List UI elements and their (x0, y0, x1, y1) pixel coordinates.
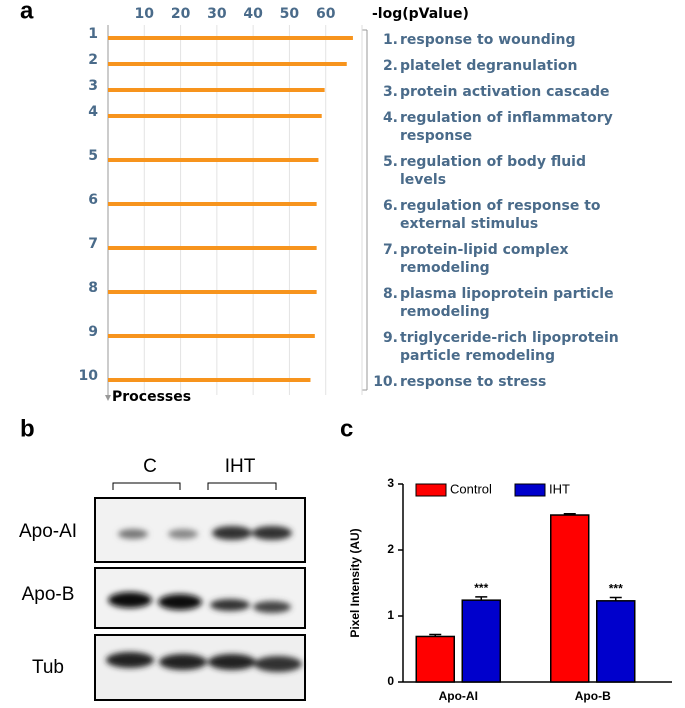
bar (108, 378, 311, 382)
process-number: 5. (383, 154, 398, 170)
process-number: 6. (383, 198, 398, 214)
bracket (112, 482, 277, 490)
bar (108, 202, 317, 206)
error-bar (563, 512, 576, 516)
bar (108, 62, 347, 66)
list-bracket (362, 29, 368, 391)
process-name: plasma lipoprotein particle (400, 286, 614, 302)
process-number: 2. (383, 58, 398, 74)
process-number: 4. (383, 110, 398, 126)
process-number: 7. (383, 242, 398, 258)
bands (106, 526, 302, 672)
panel-label: b (20, 415, 35, 442)
bar (108, 334, 315, 338)
process-number: 9. (383, 330, 398, 346)
bar (461, 599, 501, 683)
y-tick-label: 3 (387, 476, 394, 490)
x-tick-label: 30 (207, 6, 227, 22)
bar (550, 514, 590, 683)
significance-mark: *** (609, 582, 623, 596)
process-name: remodeling (400, 260, 490, 276)
row-label: Tub (32, 657, 64, 678)
bar (108, 290, 317, 294)
process-name: protein activation cascade (400, 84, 609, 100)
process-name: platelet degranulation (400, 58, 577, 74)
process-name: regulation of response to (400, 198, 601, 214)
bar (596, 600, 636, 683)
row-label: Apo-B (22, 584, 75, 605)
bar (415, 635, 455, 683)
bar (108, 158, 319, 162)
process-number: 1. (383, 32, 398, 48)
bar (108, 88, 325, 92)
y-tick-label: 6 (88, 192, 98, 208)
x-tick-label: 60 (316, 6, 336, 22)
significance-mark: *** (474, 581, 488, 595)
process-number: 8. (383, 286, 398, 302)
error-bar (609, 596, 622, 601)
y-axis-title: Processes (112, 389, 191, 405)
process-name: response (400, 128, 472, 144)
y-tick-label: 10 (79, 368, 99, 384)
y-tick-label: 1 (387, 608, 394, 622)
process-number: 3. (383, 84, 398, 100)
bar (108, 36, 353, 40)
process-name: particle remodeling (400, 348, 555, 364)
panel-label: a (20, 0, 34, 24)
y-tick-label: 1 (88, 26, 98, 42)
x-tick-label: 10 (135, 6, 155, 22)
group-label: IHT (225, 456, 256, 477)
legend-swatch (514, 483, 546, 497)
process-name: protein-lipid complex (400, 242, 568, 258)
process-name: triglyceride-rich lipoprotein (400, 330, 619, 346)
bar (108, 246, 317, 250)
process-name: response to stress (400, 374, 546, 390)
process-number: 10. (373, 374, 398, 390)
panel-label: c (340, 415, 353, 442)
error-bar (429, 633, 442, 637)
process-name: external stimulus (400, 216, 538, 232)
y-tick-label: 5 (88, 148, 98, 164)
y-axis-title: Pixel Intensity (AU) (348, 528, 362, 637)
y-tick-label: 0 (387, 674, 394, 688)
y-tick-label: 2 (387, 542, 394, 556)
row-label: Apo-AI (19, 521, 77, 542)
process-name: regulation of body fluid (400, 154, 586, 170)
y-tick-label: 9 (88, 324, 98, 340)
x-tick-label: 50 (280, 6, 300, 22)
process-name: levels (400, 172, 446, 188)
y-tick-label: 8 (88, 280, 98, 296)
legend-label: IHT (549, 481, 570, 496)
x-axis-title: -log(pValue) (372, 6, 469, 22)
western-blot: C IHT Apo-AI Apo-B Tub (19, 456, 306, 701)
bar (108, 114, 322, 118)
x-tick-label: Apo-B (575, 689, 611, 703)
process-name: remodeling (400, 304, 490, 320)
error-bar (475, 596, 488, 601)
x-tick-label: Apo-AI (439, 689, 478, 703)
x-tick-label: 20 (171, 6, 191, 22)
legend-swatch (415, 483, 447, 497)
group-label: C (143, 456, 157, 477)
x-tick-label: 40 (243, 6, 263, 22)
y-tick-label: 4 (88, 104, 98, 120)
y-tick-label: 2 (88, 52, 98, 68)
axis-arrow (105, 395, 111, 401)
process-name: regulation of inflammatory (400, 110, 613, 126)
y-tick-label: 7 (88, 236, 98, 252)
y-tick-label: 3 (88, 78, 98, 94)
legend-label: Control (450, 481, 492, 496)
process-name: response to wounding (400, 32, 576, 48)
